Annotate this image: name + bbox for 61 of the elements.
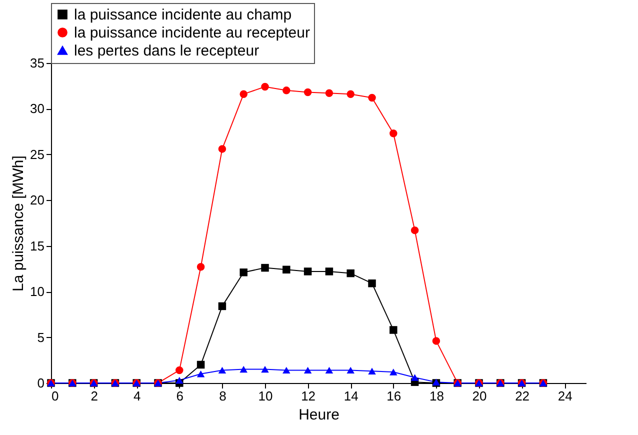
x-tick-label: 24 [558,388,572,404]
point [196,263,205,271]
point [346,269,354,278]
point [261,264,269,272]
x-tick-label: 10 [258,388,273,404]
legend-label: les pertes dans le recepteur [74,42,260,60]
point [410,226,419,234]
x-tick-label: 2 [90,388,98,404]
point [325,89,334,98]
point [240,90,248,98]
point [261,82,269,91]
point [368,368,376,374]
x-tick-label: 0 [52,388,59,404]
point [196,360,205,369]
y-tick-label: 5 [37,330,44,345]
point [282,86,290,94]
x-tick-label: 4 [133,388,141,404]
point [196,370,205,378]
x-axis-title: Heure [298,406,340,424]
point [325,268,334,276]
y-tick-label: 20 [30,192,44,208]
point [346,366,354,374]
point [261,366,269,373]
point [390,130,398,138]
point [304,88,312,96]
point [325,366,334,374]
y-axis-title: La puissance [MWh] [10,156,28,292]
x-tick-label: 18 [429,388,444,404]
point [218,302,226,310]
y-tick-label: 10 [30,284,44,300]
point [282,266,290,274]
point [240,268,248,276]
x-tick-label: 6 [176,388,184,404]
point [432,337,440,345]
point [304,366,312,374]
x-tick-label: 14 [344,388,358,404]
point [390,368,398,376]
point [390,326,398,334]
x-tick-label: 22 [515,388,530,404]
point [368,279,376,288]
y-tick-label: 0 [37,376,44,390]
y-tick-label: 35 [30,56,44,70]
point [304,268,312,276]
point [218,145,226,153]
point [346,90,354,98]
point [240,366,248,373]
point [218,366,226,374]
y-tick-label: 25 [30,146,44,162]
x-tick-label: 16 [386,388,402,404]
x-tick-label: 12 [301,388,316,404]
legend-label: la puissance incidente au recepteur [74,24,310,42]
point [368,94,376,102]
x-tick-label: 20 [472,388,487,404]
y-tick-label: 15 [30,238,44,254]
point [176,366,184,374]
x-tick-label: 8 [219,388,226,404]
point [176,376,184,384]
legend-label: la puissance incidente au champ [74,6,292,24]
y-tick-label: 30 [30,101,44,116]
point [410,374,419,381]
point [282,366,290,374]
